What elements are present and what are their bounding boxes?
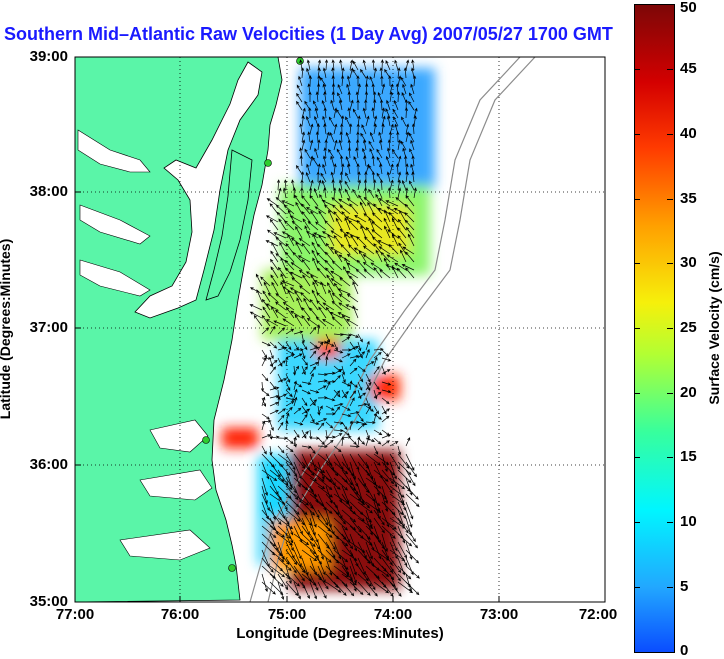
y-axis-label: Latitude (Degrees:Minutes) <box>0 238 13 420</box>
colorbar-tick-label: 45 <box>680 60 697 77</box>
colorbar-tick-label: 5 <box>680 578 689 595</box>
colorbar-tick-label: 25 <box>680 319 697 336</box>
bathymetry-contour <box>267 57 536 602</box>
lon-tick-label: 74:00 <box>373 606 413 623</box>
lat-tick-label: 37:00 <box>29 319 68 336</box>
lat-tick-label: 35:00 <box>29 593 68 610</box>
lon-tick-label: 73:00 <box>479 606 519 623</box>
velocity-vectors <box>249 59 420 600</box>
lon-tick-label: 77:00 <box>55 606 95 623</box>
colorbar-tick-label: 15 <box>680 448 697 465</box>
lat-tick-label: 38:00 <box>29 183 68 200</box>
colorbar-tick-label: 30 <box>680 254 697 271</box>
colorbar-tick-label: 35 <box>680 190 697 207</box>
eastern-shore <box>205 149 253 301</box>
colorbar-tick-label: 0 <box>680 642 689 659</box>
colorbar-label: Surface Velocity (cm/s) <box>706 251 722 405</box>
plot-title: Southern Mid–Atlantic Raw Velocities (1 … <box>4 24 613 44</box>
colorbar-tick-label: 20 <box>680 384 697 401</box>
lon-tick-label: 72:00 <box>578 606 618 623</box>
colorbar-tick-label: 10 <box>680 513 697 530</box>
lat-tick-label: 39:00 <box>29 48 68 65</box>
lon-tick-label: 75:00 <box>267 606 307 623</box>
bay-water <box>134 61 263 319</box>
colorbar-tick-label: 50 <box>680 0 697 16</box>
bathymetry-contour <box>249 57 521 602</box>
river-water <box>77 129 213 561</box>
plot-frame <box>74 56 606 603</box>
colorbar-tick-label: 40 <box>680 125 697 142</box>
station-markers <box>202 57 304 572</box>
x-axis-label: Longitude (Degrees:Minutes) <box>236 625 444 642</box>
land-region <box>75 57 283 602</box>
lat-tick-label: 36:00 <box>29 456 68 473</box>
lon-tick-label: 76:00 <box>160 606 200 623</box>
